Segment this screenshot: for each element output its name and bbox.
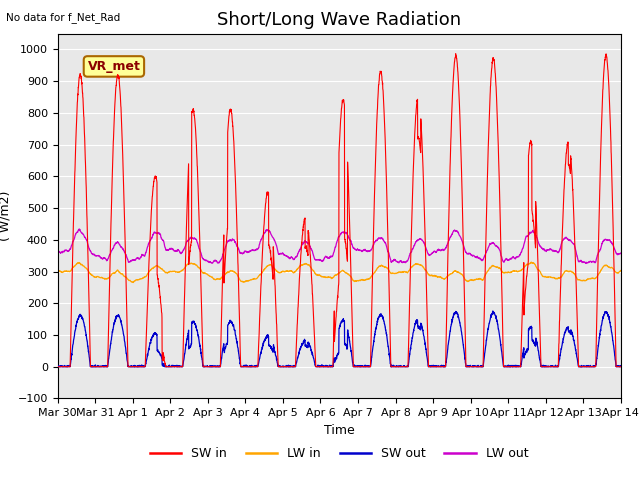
Line: LW out: LW out: [58, 229, 621, 263]
Legend: SW in, LW in, SW out, LW out: SW in, LW in, SW out, LW out: [145, 442, 533, 465]
SW in: [404, 364, 412, 370]
Line: SW out: SW out: [58, 311, 621, 367]
SW out: [211, 364, 219, 370]
LW in: [404, 269, 412, 275]
LW in: [564, 268, 572, 274]
LW in: [394, 270, 402, 276]
Title: Short/Long Wave Radiation: Short/Long Wave Radiation: [217, 11, 461, 29]
LW out: [617, 251, 625, 256]
LW out: [175, 247, 182, 253]
SW out: [175, 364, 182, 370]
Line: SW in: SW in: [58, 54, 621, 367]
SW in: [452, 51, 460, 57]
X-axis label: Time: Time: [324, 424, 355, 437]
SW out: [394, 363, 402, 369]
LW out: [395, 260, 403, 265]
SW out: [404, 363, 412, 369]
SW out: [617, 364, 625, 370]
LW out: [564, 236, 572, 242]
SW in: [175, 364, 182, 370]
LW out: [208, 260, 216, 266]
SW out: [489, 308, 497, 314]
Line: LW in: LW in: [58, 262, 621, 283]
LW in: [175, 269, 182, 275]
Text: No data for f_Net_Rad: No data for f_Net_Rad: [6, 12, 121, 23]
SW in: [564, 142, 572, 147]
LW in: [527, 259, 535, 265]
Y-axis label: ( W/m2): ( W/m2): [0, 191, 12, 241]
SW out: [54, 364, 61, 370]
SW in: [394, 364, 402, 370]
LW in: [129, 280, 137, 286]
LW out: [211, 257, 219, 263]
LW out: [617, 251, 625, 256]
LW out: [54, 249, 61, 255]
SW out: [564, 325, 572, 331]
LW out: [404, 256, 412, 262]
LW in: [54, 268, 61, 274]
SW in: [617, 364, 625, 370]
SW out: [617, 363, 625, 369]
SW in: [617, 364, 625, 370]
LW in: [617, 268, 625, 274]
LW in: [211, 277, 219, 283]
LW in: [617, 267, 625, 273]
Text: VR_met: VR_met: [88, 60, 140, 73]
SW in: [211, 364, 219, 370]
LW out: [76, 226, 83, 232]
SW in: [54, 364, 61, 370]
